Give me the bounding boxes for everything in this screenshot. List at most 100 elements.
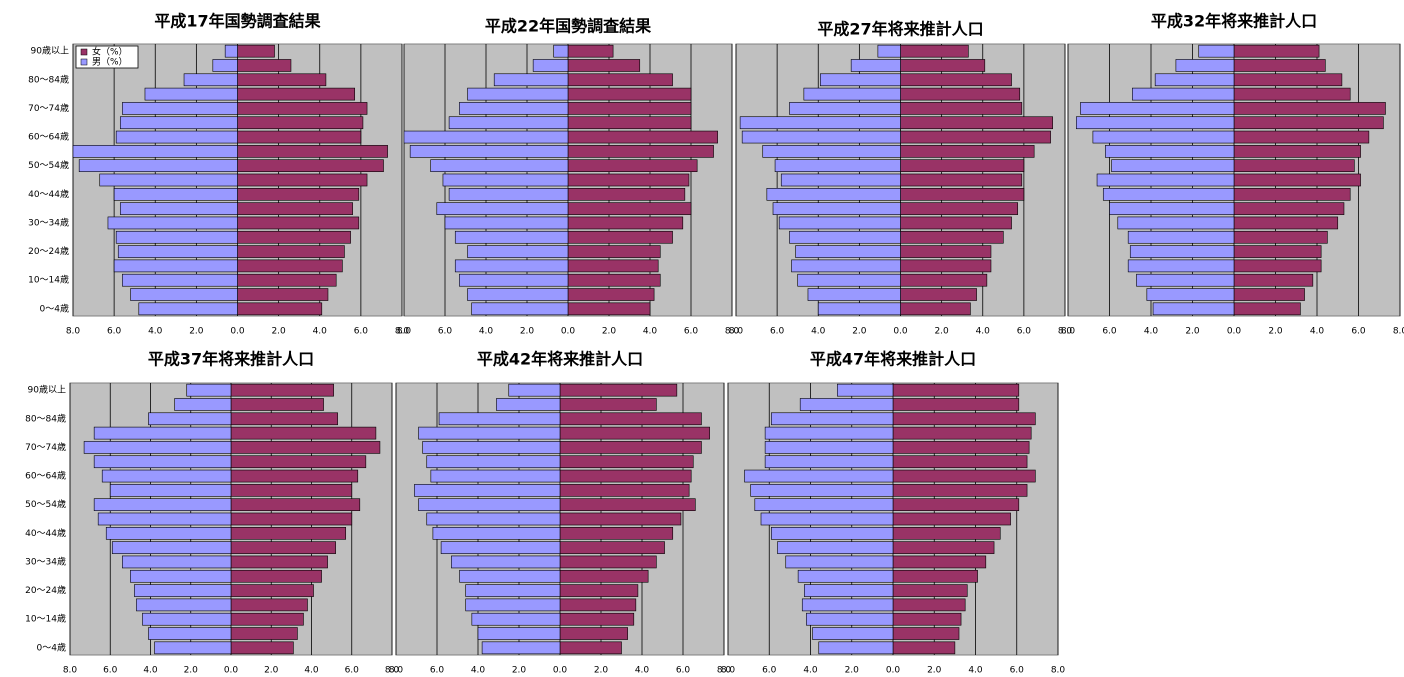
bar: [744, 469, 894, 483]
bar: [440, 541, 561, 554]
bar: [237, 87, 356, 101]
bar: [113, 188, 238, 201]
y-tick-label: 20～24歳: [25, 584, 66, 596]
bar: [567, 73, 673, 87]
x-tick-label: 0.0: [224, 666, 239, 676]
bar: [224, 44, 238, 58]
bar: [1233, 159, 1355, 172]
bar: [567, 59, 641, 72]
bar: [1233, 188, 1351, 201]
bar: [900, 145, 1035, 158]
legend-label: 女（%）: [92, 46, 128, 58]
bar: [559, 641, 622, 655]
bar: [741, 130, 901, 144]
bar: [567, 145, 714, 158]
bar: [567, 302, 651, 316]
x-tick-label: 8.0: [1061, 327, 1076, 337]
bar: [1233, 245, 1322, 258]
x-tick-label: 2.0: [271, 327, 286, 337]
bar: [230, 569, 322, 583]
bar: [900, 44, 969, 58]
bar: [806, 612, 894, 626]
bar: [559, 441, 702, 454]
bar: [559, 412, 702, 426]
bar: [892, 469, 1036, 483]
bar: [900, 259, 992, 273]
bar: [900, 116, 1053, 130]
bar: [230, 555, 328, 569]
bar: [1233, 145, 1361, 158]
y-tick-label: 90歳以上: [28, 384, 66, 396]
bar: [237, 273, 337, 287]
bar: [812, 627, 894, 640]
bar: [72, 145, 238, 158]
bar: [774, 159, 901, 172]
bar: [1233, 216, 1339, 230]
bar: [892, 612, 962, 626]
x-tick-label: 6.0: [1010, 666, 1025, 676]
bar: [801, 598, 894, 612]
x-tick-label: 2.0: [1268, 327, 1283, 337]
bar: [1233, 73, 1343, 87]
bar: [762, 145, 901, 158]
bar: [99, 173, 238, 187]
y-tick-label: 0～4歳: [37, 641, 66, 653]
bar: [1233, 288, 1305, 301]
y-tick-label: 70～74歳: [28, 102, 69, 114]
x-tick-label: 2.0: [184, 666, 199, 676]
bar: [1233, 259, 1322, 273]
bar: [567, 87, 692, 101]
bar: [892, 484, 1028, 497]
bar: [105, 527, 232, 540]
bar: [766, 188, 901, 201]
bar: [496, 398, 561, 411]
bar: [107, 216, 238, 230]
bar: [148, 627, 232, 640]
y-tick-label: 50～54歳: [25, 498, 66, 510]
bar: [559, 512, 682, 526]
x-tick-label: 0.0: [886, 666, 901, 676]
x-tick-label: 4.0: [968, 666, 983, 676]
bar: [237, 288, 329, 301]
bar: [78, 159, 238, 172]
bar: [760, 512, 894, 526]
bar: [799, 398, 894, 411]
bar: [101, 469, 232, 483]
bar: [230, 641, 294, 655]
bar: [432, 527, 561, 540]
bar: [1233, 230, 1328, 244]
bar: [559, 527, 674, 540]
bar: [83, 441, 232, 454]
bar: [237, 102, 368, 115]
bar: [771, 412, 894, 426]
bar: [459, 273, 569, 287]
y-tick-label: 40～44歳: [25, 527, 66, 539]
x-tick-label: 4.0: [1310, 327, 1325, 337]
pyramid-chart: 平成47年将来推計人口 8.0 6.0 4.0 2.0 0.0 2.0 4.0 6.0 8.0: [721, 350, 1066, 676]
bar: [567, 130, 718, 144]
chart-title: 平成47年将来推計人口: [810, 350, 976, 369]
bar: [1233, 116, 1384, 130]
bar: [1175, 59, 1235, 72]
bar: [426, 455, 561, 469]
bar: [422, 441, 561, 454]
bar: [567, 44, 614, 58]
x-tick-label: 6.0: [430, 666, 445, 676]
x-tick-label: 6.0: [107, 327, 122, 337]
bar: [154, 641, 232, 655]
bar: [230, 512, 353, 526]
bar: [237, 59, 292, 72]
bar: [804, 584, 894, 597]
bar: [559, 541, 665, 554]
x-tick-label: 6.0: [762, 666, 777, 676]
x-tick-label: 2.0: [520, 327, 535, 337]
bar: [559, 398, 657, 411]
x-tick-label: 8.0: [721, 666, 736, 676]
bar: [780, 173, 901, 187]
bar: [900, 102, 1023, 115]
bar: [877, 44, 901, 58]
bar: [900, 245, 992, 258]
bar: [1109, 202, 1235, 215]
bar: [820, 73, 901, 87]
bar: [900, 302, 971, 316]
